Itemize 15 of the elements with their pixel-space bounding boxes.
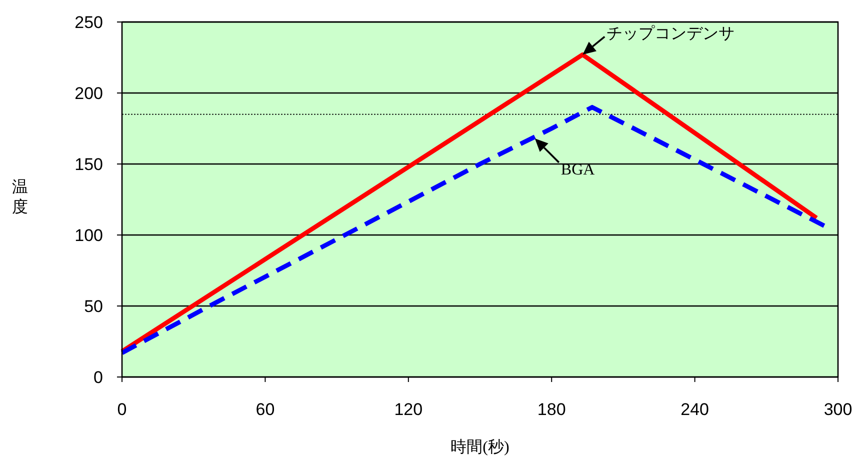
y-tick-label: 0 — [94, 368, 103, 387]
x-tick-label: 300 — [824, 400, 852, 419]
x-tick-label: 120 — [394, 400, 423, 419]
y-tick-label: 50 — [84, 297, 103, 316]
x-tick-label: 240 — [680, 400, 709, 419]
y-tick-label: 250 — [74, 13, 103, 32]
y-tick-label: 200 — [74, 84, 103, 103]
y-tick-label: 150 — [74, 155, 103, 174]
y-axis-title: 温度 — [12, 179, 28, 216]
x-tick-label: 60 — [256, 400, 275, 419]
x-tick-label: 0 — [117, 400, 127, 419]
x-axis-title: 時間(秒) — [450, 438, 510, 456]
annotation: チップコンデンサ — [606, 24, 735, 43]
x-tick-label: 180 — [537, 400, 566, 419]
y-tick-label: 100 — [74, 226, 103, 245]
